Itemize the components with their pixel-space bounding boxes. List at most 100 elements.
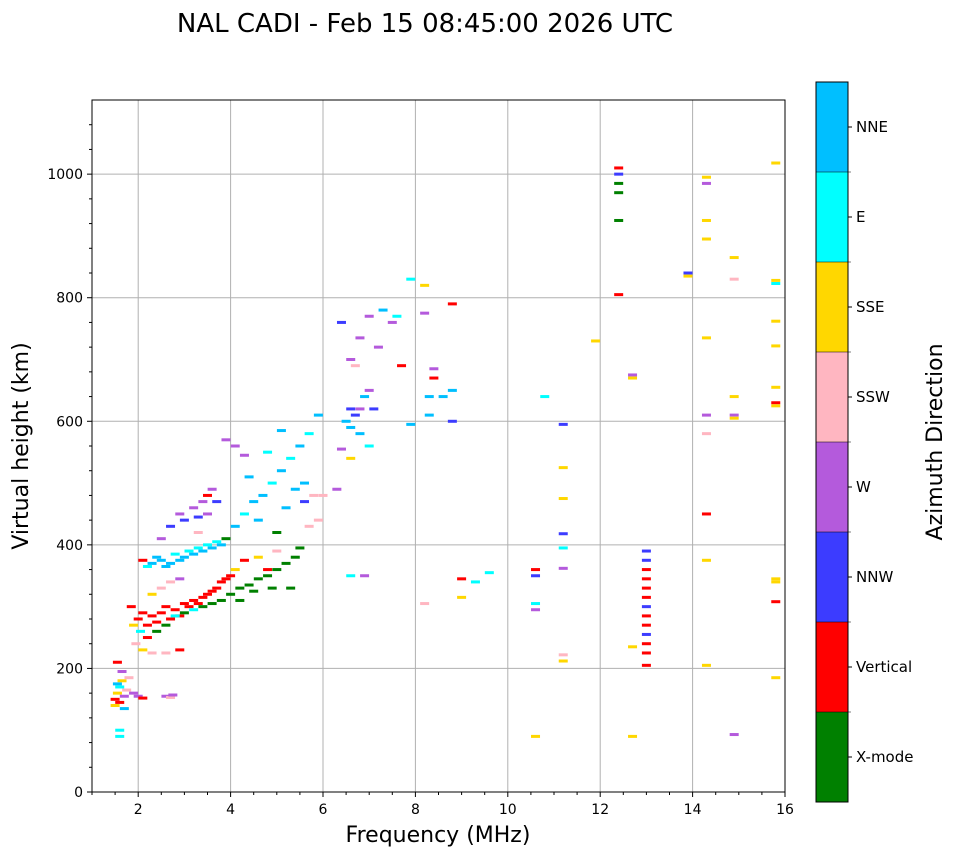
data-point xyxy=(332,487,342,491)
data-point xyxy=(304,524,314,528)
data-point xyxy=(771,282,781,286)
x-tick-label: 14 xyxy=(684,802,702,818)
data-point xyxy=(341,419,351,423)
data-point xyxy=(189,506,199,510)
data-point xyxy=(424,413,434,417)
data-point xyxy=(175,512,185,516)
data-point xyxy=(313,518,323,522)
data-point xyxy=(263,568,273,572)
data-point xyxy=(641,642,651,646)
data-point xyxy=(771,385,781,389)
data-point xyxy=(147,592,157,596)
data-point xyxy=(258,493,268,497)
data-point xyxy=(112,691,122,695)
data-point xyxy=(133,694,143,698)
data-point xyxy=(729,395,739,399)
data-point xyxy=(364,388,374,392)
data-point xyxy=(129,691,139,695)
data-point xyxy=(170,608,180,612)
data-point xyxy=(117,670,127,674)
data-point xyxy=(429,376,439,380)
data-point xyxy=(142,636,152,640)
data-point xyxy=(641,663,651,667)
data-point xyxy=(136,629,146,633)
data-point xyxy=(147,651,157,655)
x-tick-label: 4 xyxy=(226,802,235,818)
data-point xyxy=(138,648,148,652)
data-point xyxy=(397,364,407,368)
data-point xyxy=(438,395,448,399)
data-point xyxy=(170,552,180,556)
data-point xyxy=(156,586,166,590)
data-point xyxy=(179,555,189,559)
y-axis-label: Virtual height (km) xyxy=(9,342,34,549)
data-point xyxy=(193,515,203,519)
data-point xyxy=(558,653,568,657)
data-point xyxy=(156,611,166,615)
data-point xyxy=(216,598,226,602)
data-point xyxy=(184,549,194,553)
data-point xyxy=(216,580,226,584)
x-tick-label: 12 xyxy=(591,802,609,818)
data-point xyxy=(253,555,263,559)
data-point xyxy=(126,605,136,609)
data-point xyxy=(701,413,711,417)
x-tick-label: 6 xyxy=(319,802,328,818)
data-point xyxy=(230,524,240,528)
x-tick-label: 8 xyxy=(411,802,420,818)
data-point xyxy=(203,592,212,596)
data-point xyxy=(364,444,374,448)
data-point xyxy=(558,532,568,536)
data-point xyxy=(420,311,430,315)
data-point xyxy=(641,605,651,609)
data-point xyxy=(189,608,199,612)
x-tick-label: 2 xyxy=(134,802,143,818)
data-point xyxy=(203,493,212,497)
data-point xyxy=(531,602,541,606)
data-point xyxy=(166,524,176,528)
data-point xyxy=(198,595,208,599)
data-point xyxy=(591,339,601,343)
data-point xyxy=(447,388,457,392)
data-point xyxy=(166,695,176,699)
y-tick-label: 200 xyxy=(56,661,83,677)
data-point xyxy=(531,568,541,572)
data-point xyxy=(286,586,296,590)
data-point xyxy=(216,543,226,547)
data-point xyxy=(152,629,162,633)
data-point xyxy=(276,429,286,433)
data-point xyxy=(166,617,176,621)
data-point xyxy=(117,679,127,683)
x-axis-ticks: 2 4 6 8 10 12 14 16 xyxy=(91,792,794,818)
data-point xyxy=(701,181,711,185)
data-point xyxy=(189,598,199,602)
data-point xyxy=(193,546,203,550)
data-point xyxy=(484,571,494,575)
data-point xyxy=(729,413,739,417)
data-point xyxy=(230,444,240,448)
data-point xyxy=(447,419,457,423)
colorbar-swatch xyxy=(816,262,848,352)
data-point xyxy=(729,733,739,737)
data-point xyxy=(175,577,185,581)
data-point xyxy=(244,583,254,587)
data-point xyxy=(198,549,208,553)
data-point xyxy=(771,161,781,165)
data-point xyxy=(161,694,171,698)
data-point xyxy=(207,589,217,593)
data-point xyxy=(346,407,356,411)
data-point xyxy=(212,500,222,504)
data-point xyxy=(558,566,568,570)
colorbar: X-mode Vertical NNW W SSW SSE E NNE xyxy=(815,81,913,803)
data-point xyxy=(112,660,122,664)
data-point xyxy=(628,373,638,377)
data-point xyxy=(244,475,254,479)
data-point xyxy=(336,320,346,324)
data-point xyxy=(203,512,212,516)
data-point xyxy=(378,308,388,312)
data-point xyxy=(295,546,305,550)
data-point xyxy=(119,707,129,711)
data-point xyxy=(129,623,139,627)
data-point xyxy=(641,586,651,590)
data-point xyxy=(142,623,152,627)
